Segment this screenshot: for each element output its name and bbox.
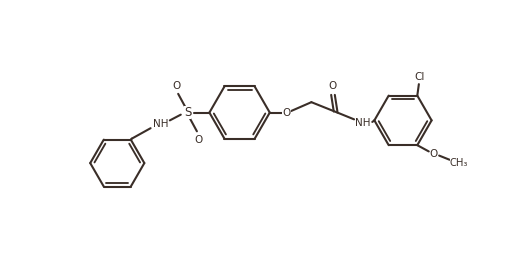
Text: CH₃: CH₃ (450, 158, 468, 168)
Text: NH: NH (355, 118, 370, 128)
Text: O: O (282, 108, 290, 118)
Text: O: O (172, 81, 180, 91)
Text: O: O (430, 149, 438, 159)
Text: O: O (328, 81, 336, 91)
Text: S: S (184, 106, 191, 119)
Text: NH: NH (153, 119, 168, 129)
Text: Cl: Cl (414, 72, 425, 82)
Text: O: O (195, 135, 203, 145)
